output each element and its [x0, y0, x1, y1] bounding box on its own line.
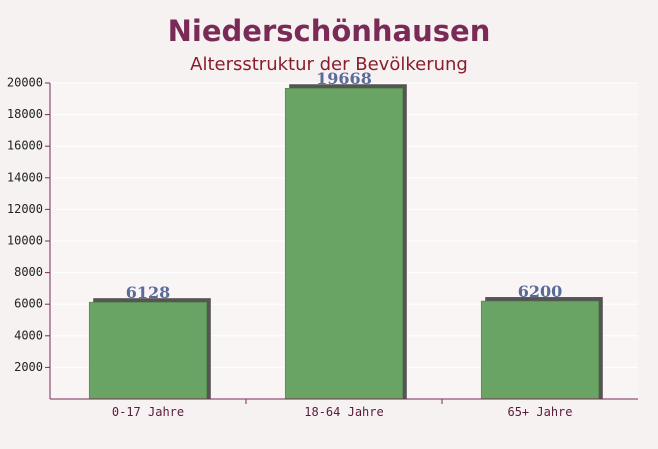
y-tick-label: 20000 — [7, 76, 43, 90]
x-tick-label: 65+ Jahre — [507, 405, 572, 419]
value-label: 6128 — [126, 283, 171, 302]
value-label: 6200 — [518, 282, 563, 301]
y-tick-label: 4000 — [14, 328, 43, 342]
bar — [284, 87, 404, 400]
y-tick-label: 12000 — [7, 202, 43, 216]
chart-subtitle: Altersstruktur der Bevölkerung — [190, 54, 468, 75]
x-tick-label: 18-64 Jahre — [304, 405, 383, 419]
plot: 2000 4000 6000 8000 10000 12000 14000 16000 1800… — [7, 69, 638, 419]
value-label: 19668 — [316, 69, 372, 88]
y-tick-label: 10000 — [7, 234, 43, 248]
y-tick-label: 6000 — [14, 297, 43, 311]
y-tick-label: 14000 — [7, 170, 43, 184]
y-tick-label: 18000 — [7, 107, 43, 121]
bar — [480, 300, 600, 400]
y-tick-label: 2000 — [14, 360, 43, 374]
y-tick-label: 16000 — [7, 139, 43, 153]
x-tick-label: 0-17 Jahre — [112, 405, 184, 419]
chart-title: Niederschönhausen — [168, 14, 491, 48]
bar — [88, 301, 208, 400]
y-tick-label: 8000 — [14, 265, 43, 279]
